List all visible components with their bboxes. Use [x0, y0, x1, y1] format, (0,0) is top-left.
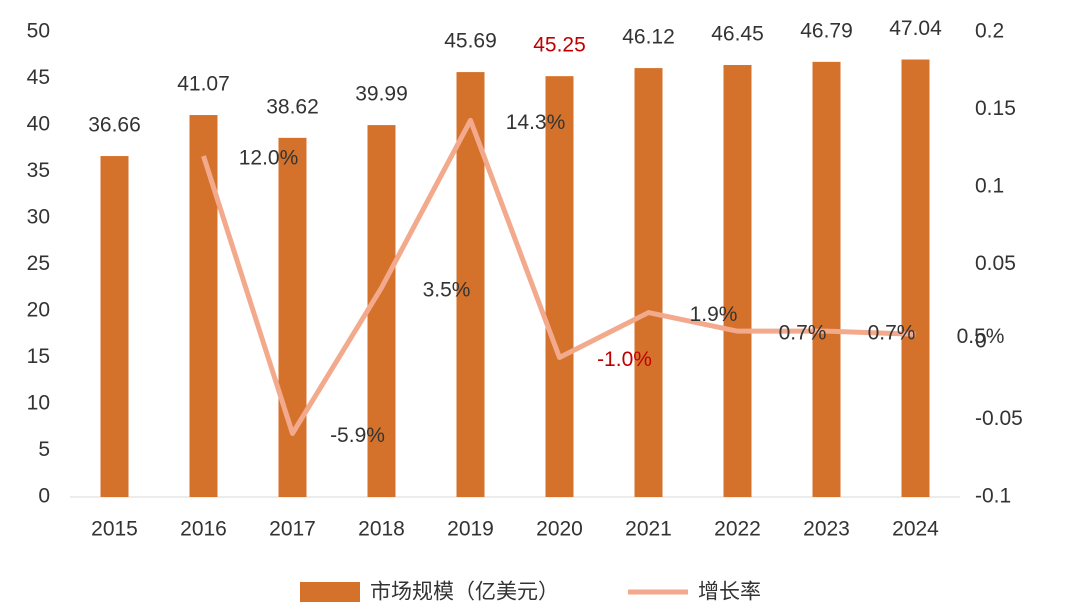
- bar: [723, 65, 752, 497]
- bar-value-label: 41.07: [177, 73, 230, 96]
- y2-tick-label: 0.2: [975, 20, 1004, 43]
- line-value-label: 1.9%: [690, 303, 738, 326]
- bar-value-label: 36.66: [88, 114, 141, 137]
- y2-tick-label: 0.15: [975, 97, 1016, 120]
- legend-label: 增长率: [698, 581, 761, 604]
- x-tick-label: 2021: [625, 518, 672, 541]
- line-value-label: 3.5%: [423, 278, 471, 301]
- y-tick-label: 15: [27, 345, 50, 368]
- y-tick-label: 40: [27, 113, 50, 136]
- y-tick-label: 10: [27, 392, 50, 415]
- legend-swatch: [300, 582, 360, 602]
- x-tick-label: 2016: [180, 518, 227, 541]
- bar: [367, 125, 396, 497]
- x-tick-label: 2023: [803, 518, 850, 541]
- bar-value-label: 46.12: [622, 26, 675, 49]
- x-tick-label: 2017: [269, 518, 316, 541]
- line-value-label: -5.9%: [330, 424, 385, 447]
- line-value-label: 12.0%: [239, 147, 299, 170]
- line-value-label: 0.5%: [957, 325, 1005, 348]
- line: [201, 117, 916, 436]
- bar: [278, 137, 307, 498]
- bar: [545, 76, 574, 498]
- line-value-label: -1.0%: [597, 348, 652, 371]
- line-value-label: 0.7%: [779, 322, 827, 345]
- bar-value-label: 45.25: [533, 34, 586, 57]
- bar: [812, 61, 841, 498]
- y-tick-label: 35: [27, 159, 50, 182]
- y2-tick-label: 0.1: [975, 175, 1004, 198]
- bar-value-label: 46.79: [800, 19, 853, 42]
- bar: [189, 115, 218, 497]
- y2-tick-label: 0.05: [975, 252, 1016, 275]
- y-tick-label: 30: [27, 206, 50, 229]
- bar: [634, 68, 663, 498]
- bar: [901, 59, 930, 497]
- x-tick-label: 2020: [536, 518, 583, 541]
- y2-tick-label: -0.05: [975, 407, 1023, 430]
- bar: [100, 156, 129, 497]
- y-tick-label: 50: [27, 20, 50, 43]
- x-tick-label: 2022: [714, 518, 761, 541]
- x-tick-label: 2019: [447, 518, 494, 541]
- y2-tick-label: 0: [975, 330, 987, 353]
- x-tick-label: 2018: [358, 518, 405, 541]
- bar-value-label: 38.62: [266, 95, 319, 118]
- bar-value-label: 45.69: [444, 30, 497, 53]
- y-tick-label: 25: [27, 252, 50, 275]
- bar-value-label: 39.99: [355, 83, 408, 106]
- y-tick-label: 0: [38, 485, 50, 508]
- line-value-label: 14.3%: [506, 111, 566, 134]
- x-tick-label: 2024: [892, 518, 939, 541]
- y-tick-label: 20: [27, 299, 50, 322]
- y2-tick-label: -0.1: [975, 485, 1011, 508]
- line-value-label: 0.7%: [868, 322, 916, 345]
- legend-label: 市场规模（亿美元）: [370, 581, 559, 604]
- x-tick-label: 2015: [91, 518, 138, 541]
- bar-value-label: 46.45: [711, 23, 764, 46]
- bar-value-label: 47.04: [889, 17, 942, 40]
- y-tick-label: 45: [27, 66, 50, 89]
- y-tick-label: 5: [38, 438, 50, 461]
